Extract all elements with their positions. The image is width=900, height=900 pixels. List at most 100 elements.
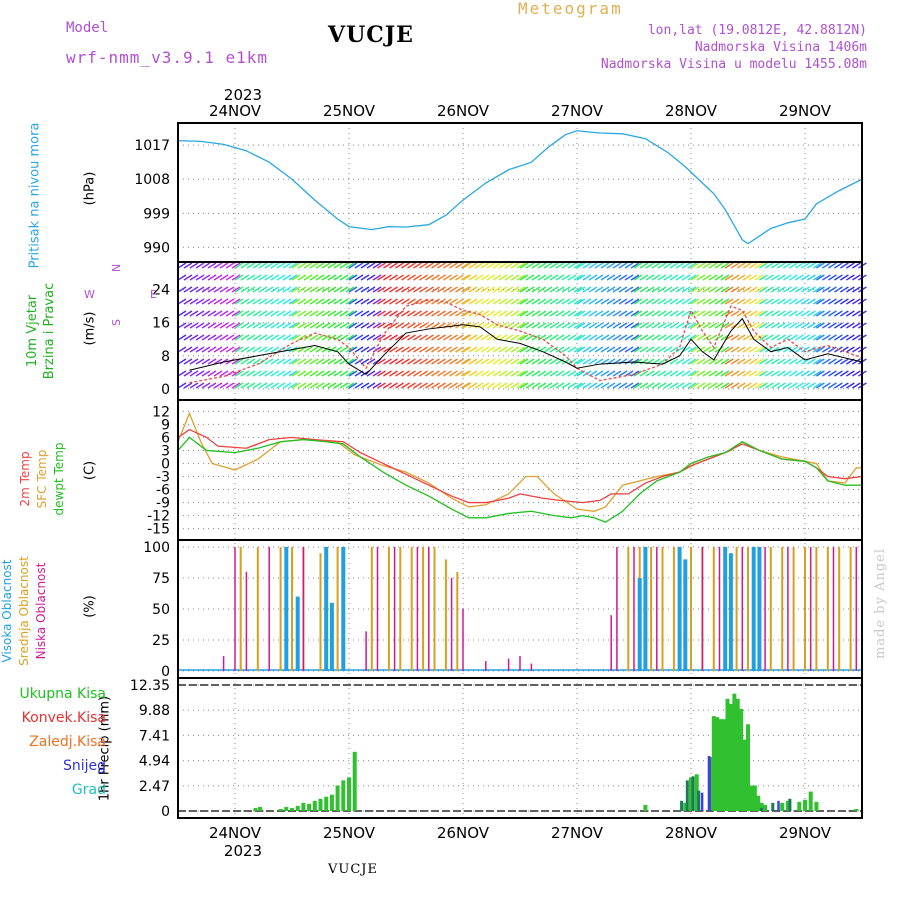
wind-barb <box>736 358 746 365</box>
wind-barb <box>407 370 416 377</box>
cloud-mid-bar <box>826 547 829 671</box>
wind-barb <box>401 358 410 365</box>
wind-barb <box>645 298 655 305</box>
wind-barb <box>486 358 496 365</box>
wind-barb <box>492 262 502 269</box>
temp-tick-label: -9 <box>156 496 170 512</box>
wind-barb <box>730 358 740 365</box>
wind-barb <box>525 310 535 317</box>
wind-barb <box>461 382 470 389</box>
wind-barb <box>696 334 706 341</box>
cloud-low-bar <box>416 547 419 671</box>
wind-barb <box>276 370 286 377</box>
wind-barb <box>852 310 861 317</box>
wind-barb <box>297 382 307 389</box>
wind-barb <box>531 286 541 293</box>
wind-barb <box>748 262 758 269</box>
wind-barb <box>437 262 446 269</box>
wind-barb <box>201 262 211 269</box>
wind-barb <box>437 310 446 317</box>
wind-barb <box>690 322 700 329</box>
wind-barb <box>600 286 610 293</box>
wind-barb <box>795 298 804 305</box>
wind-barb <box>201 274 211 281</box>
wind-barb <box>276 334 286 341</box>
wind-barb <box>246 382 256 389</box>
top-date-label: 25NOV <box>323 102 376 120</box>
wind-barb <box>555 346 565 353</box>
pressure-tick-label: 990 <box>143 240 170 256</box>
wind-barb <box>708 358 718 365</box>
wind-barb <box>395 334 404 341</box>
wind-barb <box>219 334 229 341</box>
wind-barb <box>431 346 440 353</box>
wind-barb <box>681 358 691 365</box>
wind-barb <box>252 370 262 377</box>
wind-barb <box>537 382 547 389</box>
wind-barb <box>468 346 478 353</box>
precip-total-bar <box>808 791 813 811</box>
wind-barb <box>516 310 526 317</box>
pressure-tick-label: 1017 <box>134 138 170 154</box>
wind-barb <box>588 310 598 317</box>
wind-barb <box>207 358 217 365</box>
wind-barb <box>543 310 553 317</box>
wind-barb <box>474 298 484 305</box>
wind-barb <box>240 286 250 293</box>
wind-barb <box>573 334 583 341</box>
wind-barb <box>594 346 604 353</box>
wind-barb <box>612 334 622 341</box>
wind-barb <box>234 310 244 317</box>
wind-barb <box>309 310 319 317</box>
wind-barb <box>201 310 211 317</box>
wind-barb <box>618 310 628 317</box>
wind-barb <box>765 334 774 341</box>
wind-barb <box>730 310 740 317</box>
wind-barb <box>348 346 358 353</box>
wind-barb <box>630 382 640 389</box>
wind-barb <box>771 298 780 305</box>
wind-barb <box>270 346 280 353</box>
wind-barb <box>225 334 235 341</box>
wind-barb <box>407 358 416 365</box>
wind-barb <box>724 358 734 365</box>
wind-barb <box>516 370 526 377</box>
wind-barb <box>759 382 768 389</box>
temp-tick-label: 6 <box>161 430 170 446</box>
wind-barb <box>207 346 217 353</box>
wind-barb <box>690 274 700 281</box>
wind-barb <box>354 346 364 353</box>
wind-barb <box>339 322 349 329</box>
wind-barb <box>219 262 229 269</box>
cloud-high-bar <box>757 547 762 671</box>
wind-barb <box>720 310 730 317</box>
wind-barb <box>510 298 520 305</box>
wind-barb <box>431 322 440 329</box>
wind-barb <box>651 286 661 293</box>
bottom-date-label: 29NOV <box>779 824 832 842</box>
precip-total-bar <box>763 804 768 811</box>
wind-barb <box>383 358 392 365</box>
wind-barb <box>474 274 484 281</box>
wind-barb <box>736 322 746 329</box>
wind-barb <box>360 262 370 269</box>
wind-barb <box>537 334 547 341</box>
precip-total-bar <box>683 802 688 811</box>
precip-total-bar <box>814 801 819 811</box>
wind-barb <box>297 370 307 377</box>
wind-barb <box>389 298 398 305</box>
wind-barb <box>549 298 559 305</box>
wind-barb <box>651 382 661 389</box>
wind-barb <box>207 322 217 329</box>
wind-barb <box>730 370 740 377</box>
wind-barb <box>425 322 434 329</box>
wind-barb <box>748 322 758 329</box>
wind-barb <box>207 286 217 293</box>
wind-barb <box>282 262 292 269</box>
wind-barb <box>567 358 577 365</box>
wind-barb <box>270 382 280 389</box>
wind-barb <box>246 334 256 341</box>
temp-tick-label: 3 <box>161 443 170 459</box>
wind-barb <box>708 274 718 281</box>
wind-barb <box>252 382 262 389</box>
